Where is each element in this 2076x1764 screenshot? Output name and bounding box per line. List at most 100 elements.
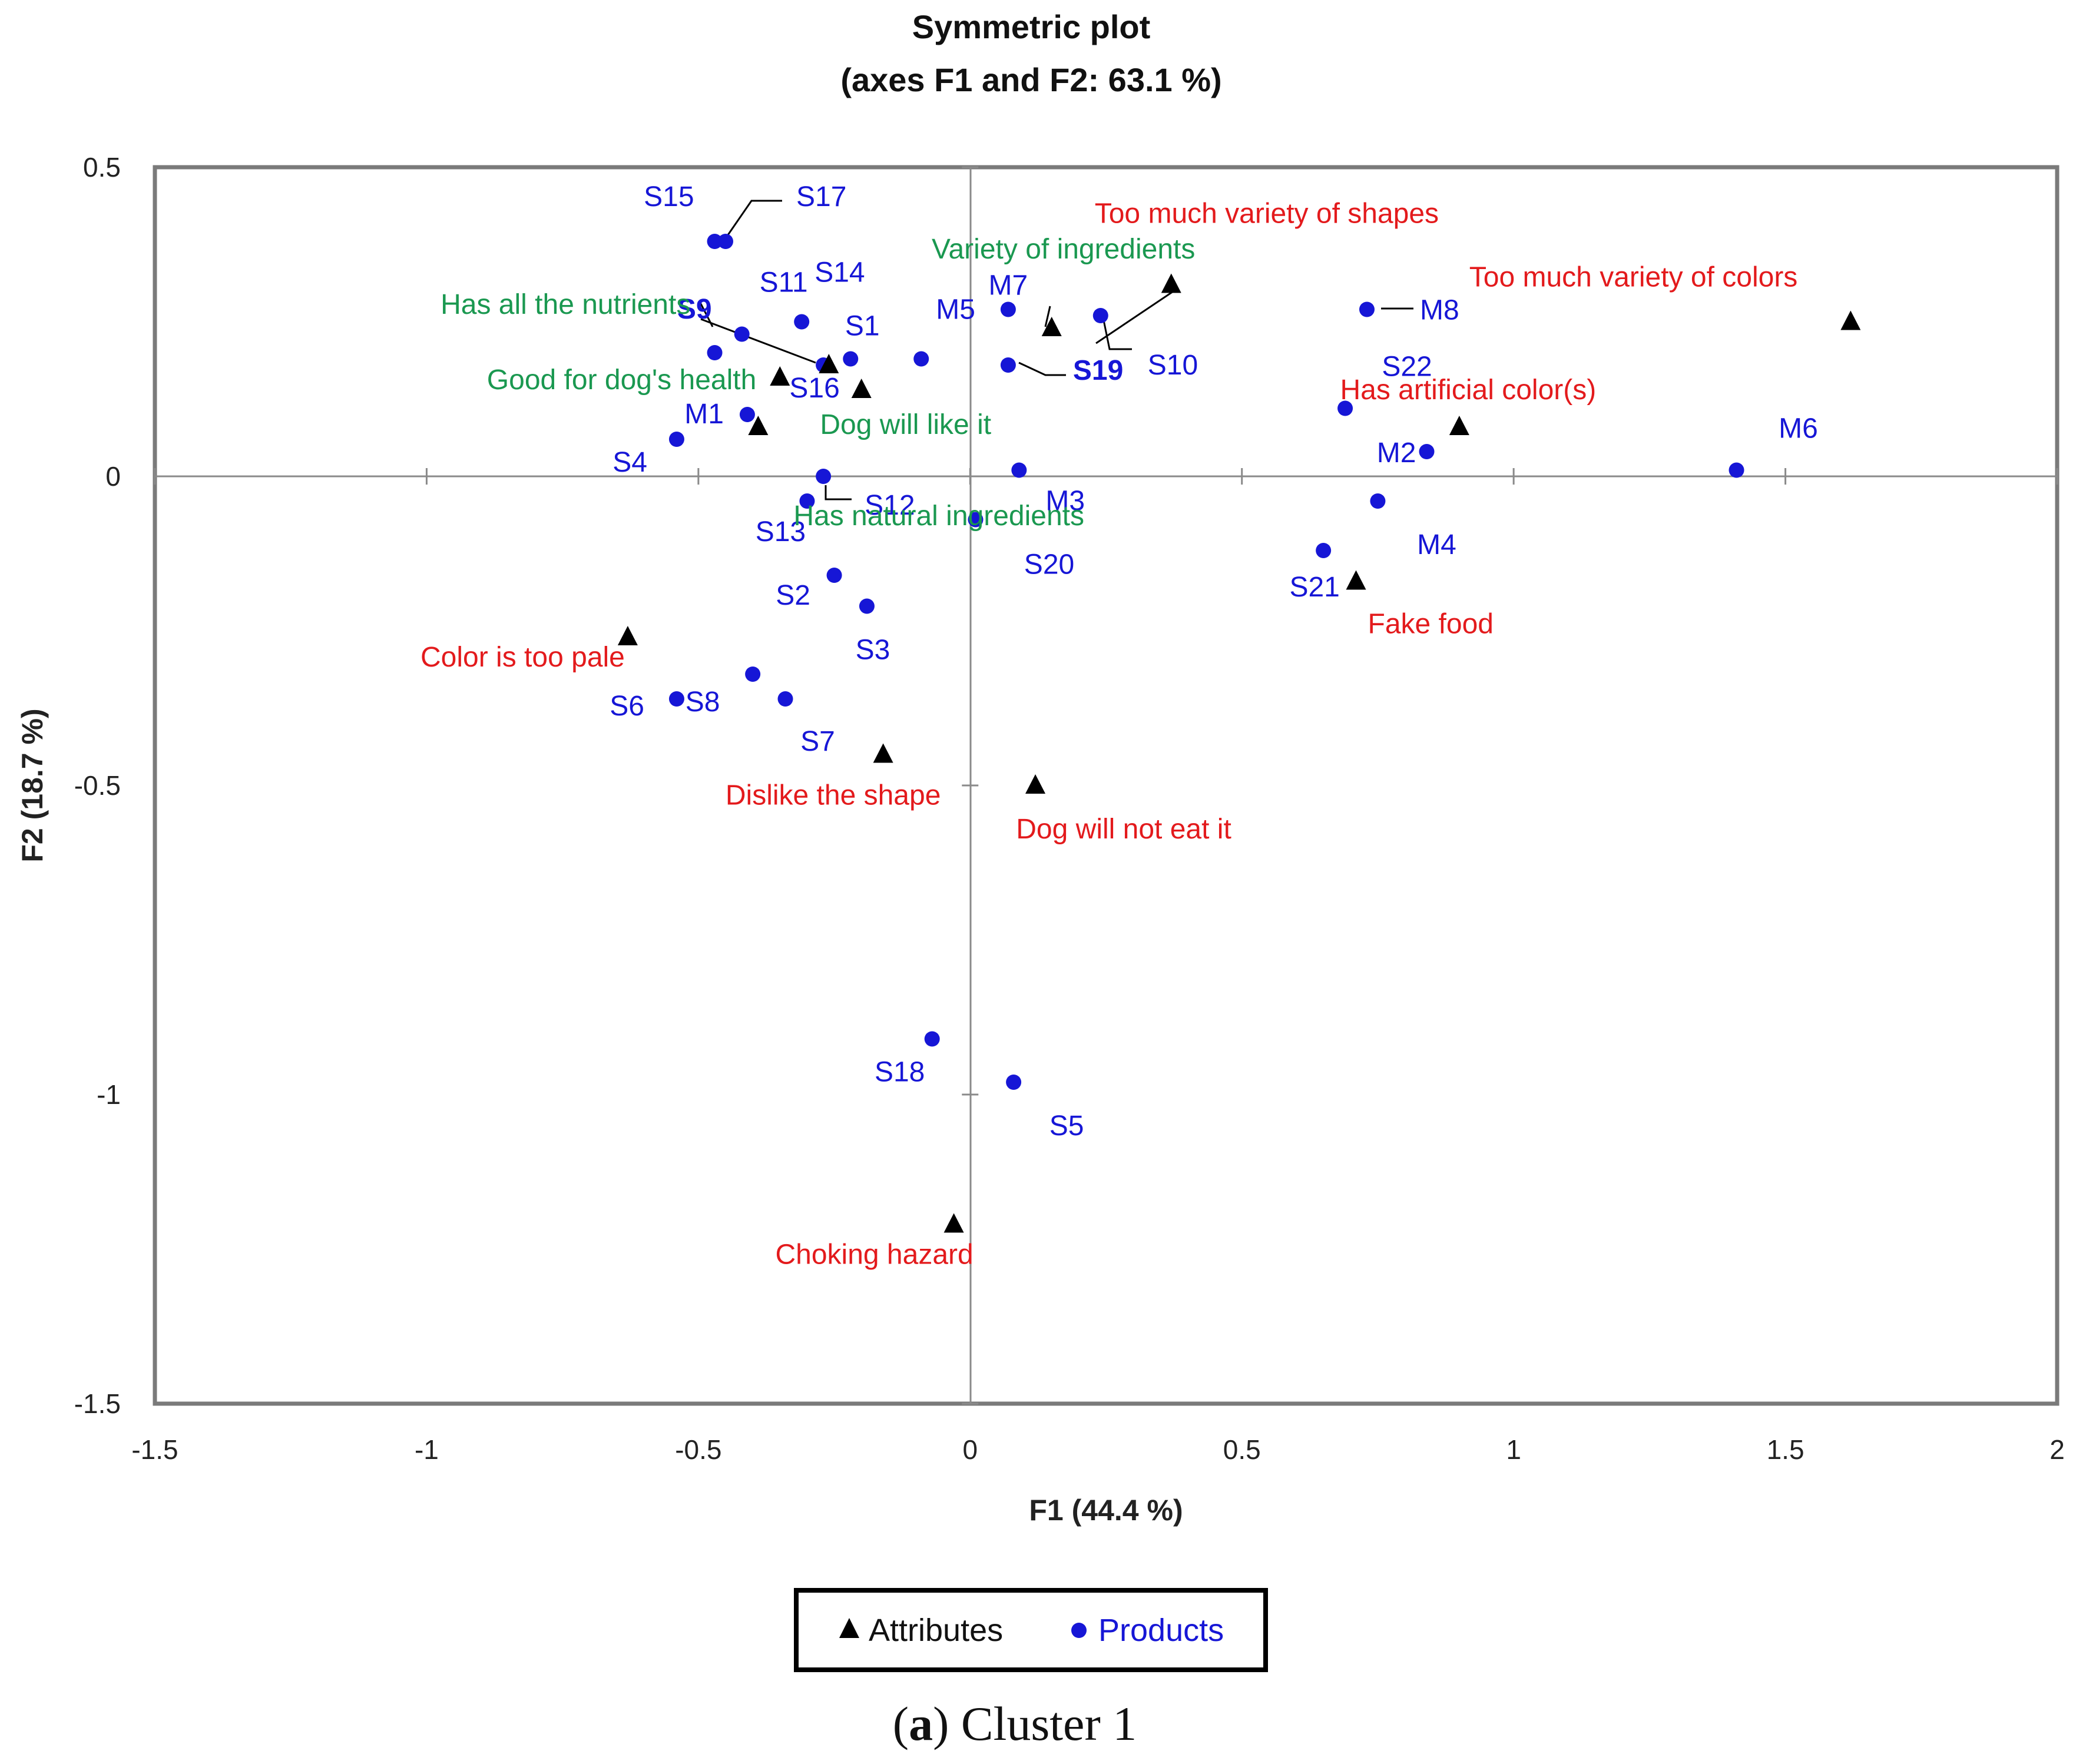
product-point-s14 xyxy=(794,314,810,330)
figure-caption-letter: a xyxy=(909,1697,933,1750)
product-label-m5: M5 xyxy=(936,294,975,326)
product-label-m2: M2 xyxy=(1377,437,1416,469)
legend-box xyxy=(794,1588,1268,1672)
product-label-s6: S6 xyxy=(610,691,644,722)
product-label-s12: S12 xyxy=(865,490,915,521)
leader-line xyxy=(700,318,816,364)
product-point-s7 xyxy=(777,691,793,707)
attribute-label-has-artificial-color-s: Has artificial color(s) xyxy=(1340,374,1596,406)
leader-line xyxy=(1095,289,1176,344)
attribute-point-has-all-the-nutrients xyxy=(819,354,839,373)
attribute-label-too-much-variety-of-colors: Too much variety of colors xyxy=(1469,262,1798,293)
product-point-s21 xyxy=(1316,543,1332,558)
product-point-s4 xyxy=(668,432,684,447)
figure-caption-text: Cluster 1 xyxy=(961,1697,1137,1750)
product-label-m7: M7 xyxy=(989,270,1028,301)
x-tick-label: 2 xyxy=(2049,1434,2065,1465)
product-point-s15 xyxy=(707,234,723,249)
product-point-s2 xyxy=(826,568,842,583)
attribute-label-fake-food: Fake food xyxy=(1368,609,1494,640)
product-label-s17: S17 xyxy=(796,181,846,213)
attribute-label-color-is-too-pale: Color is too pale xyxy=(421,642,625,673)
product-label-s11: S11 xyxy=(760,267,808,299)
legend-attributes-label: Attributes xyxy=(869,1613,1003,1648)
y-tick-label: -0.5 xyxy=(74,770,121,801)
leader-line xyxy=(1018,362,1066,376)
attribute-point-dislike-the-shape xyxy=(873,743,893,763)
figure-caption: (a) Cluster 1 xyxy=(893,1697,1137,1750)
product-label-s16: S16 xyxy=(789,373,839,404)
product-label-s20: S20 xyxy=(1024,549,1074,581)
product-point-s17 xyxy=(718,234,733,249)
product-label-m4: M4 xyxy=(1417,529,1456,561)
x-tick-label: 0 xyxy=(962,1434,978,1465)
x-tick-label: -1 xyxy=(415,1434,439,1465)
legend-products-marker xyxy=(1071,1623,1087,1638)
product-point-s3 xyxy=(859,598,875,614)
product-label-s5: S5 xyxy=(1049,1110,1084,1142)
product-label-s15: S15 xyxy=(644,181,694,213)
product-label-s14: S14 xyxy=(814,257,865,289)
product-point-m2 xyxy=(1419,444,1435,459)
product-label-s22: S22 xyxy=(1382,352,1432,383)
product-point-s19 xyxy=(1000,357,1016,373)
attribute-label-dog-will-like-it: Dog will like it xyxy=(820,409,991,440)
x-tick-label: -1.5 xyxy=(131,1434,178,1465)
attribute-label-good-for-dog-s-health: Good for dog's health xyxy=(487,364,756,396)
product-point-s9 xyxy=(707,345,723,360)
y-axis-label: F2 (18.7 %) xyxy=(16,708,49,862)
product-point-m7 xyxy=(1000,301,1016,317)
product-point-s22 xyxy=(1337,400,1353,416)
leader-line xyxy=(1102,320,1132,350)
chart-subtitle: (axes F1 and F2: 63.1 %) xyxy=(840,61,1221,98)
product-label-s18: S18 xyxy=(875,1057,925,1088)
product-point-m3 xyxy=(1011,462,1027,478)
leader-line xyxy=(1044,306,1051,327)
chart-title: Symmetric plot xyxy=(912,8,1151,45)
attribute-label-dog-will-not-eat-it: Dog will not eat it xyxy=(1016,814,1231,845)
attribute-label-has-all-the-nutrients: Has all the nutrients xyxy=(441,289,690,320)
product-label-s21: S21 xyxy=(1289,572,1339,603)
attribute-point-has-natural-ingredients xyxy=(748,416,769,435)
leader-line xyxy=(727,200,782,236)
product-point-s18 xyxy=(924,1031,940,1047)
product-point-m5 xyxy=(913,351,929,367)
product-label-m8: M8 xyxy=(1420,295,1459,326)
product-point-m1 xyxy=(739,407,755,422)
product-point-s5 xyxy=(1006,1075,1022,1090)
axis-ticks xyxy=(154,166,2058,1405)
product-label-s9: S9 xyxy=(677,294,712,325)
x-tick-label: -0.5 xyxy=(675,1434,721,1465)
attribute-label-variety-of-ingredients: Variety of ingredients xyxy=(932,234,1195,265)
y-tick-label: -1 xyxy=(97,1079,121,1110)
plot-area-frame xyxy=(153,165,2060,1406)
y-tick-label: 0 xyxy=(105,461,121,492)
label-leader-lines xyxy=(698,200,1413,500)
product-label-s8: S8 xyxy=(686,687,720,718)
product-point-s20 xyxy=(968,512,984,528)
attribute-point-dog-will-like-it xyxy=(851,379,872,398)
attribute-label-has-natural-ingredients: Has natural ingredients xyxy=(793,500,1084,532)
attribute-label-dislike-the-shape: Dislike the shape xyxy=(726,780,941,811)
product-label-m1: M1 xyxy=(684,399,724,430)
attribute-point-too-much-variety-of-shapes xyxy=(1161,273,1181,293)
product-label-s10: S10 xyxy=(1148,350,1198,381)
attribute-point-too-much-variety-of-colors xyxy=(1840,310,1861,330)
product-label-m3: M3 xyxy=(1045,486,1085,517)
product-point-m8 xyxy=(1359,301,1375,317)
attribute-point-variety-of-ingredients xyxy=(1041,317,1062,336)
product-point-s13 xyxy=(799,493,815,509)
legend-attributes-marker xyxy=(839,1618,859,1638)
y-tick-label: -1.5 xyxy=(74,1388,121,1419)
product-label-s7: S7 xyxy=(800,726,835,757)
product-point-m4 xyxy=(1370,493,1386,509)
legend: Attributes Products xyxy=(794,1588,1268,1672)
attribute-point-fake-food xyxy=(1346,570,1366,590)
x-tick-label: 1.5 xyxy=(1767,1434,1805,1465)
attribute-point-has-artificial-color-s xyxy=(1449,416,1469,435)
attribute-label-too-much-variety-of-shapes: Too much variety of shapes xyxy=(1095,198,1439,230)
x-tick-label: 1 xyxy=(1506,1434,1521,1465)
product-point-s1 xyxy=(843,351,859,367)
tick-labels: -1.5 -1 -0.5 0 0.5 1 1.5 2 0.5 0 -0.5 -1 -1.5 xyxy=(74,152,2065,1465)
